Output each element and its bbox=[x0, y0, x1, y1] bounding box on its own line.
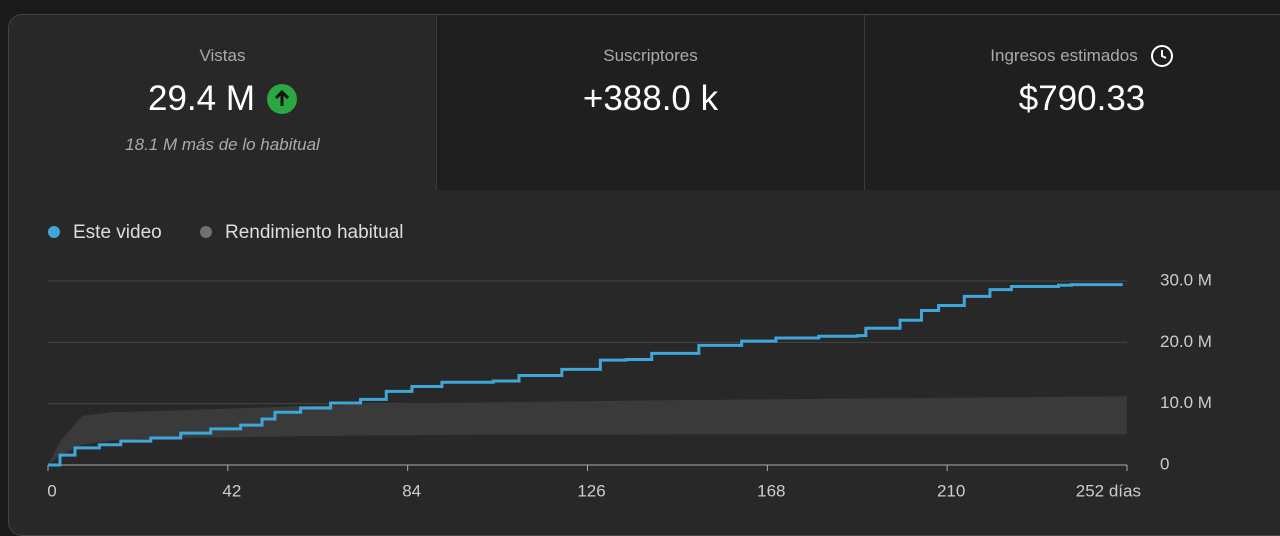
x-tick-label: 126 bbox=[577, 481, 605, 500]
metric-value: +388.0 k bbox=[582, 79, 719, 118]
legend-dot bbox=[200, 226, 212, 238]
x-tick-label: 168 bbox=[757, 481, 785, 500]
x-tick-label: 0 bbox=[47, 481, 56, 500]
metric-label: Vistas bbox=[199, 46, 246, 65]
chart: Este video Rendimiento habitual 0 10.0 M 20.… bbox=[47, 222, 1212, 500]
y-tick-label: 0 bbox=[1160, 454, 1169, 473]
x-tick-label: 84 bbox=[402, 481, 421, 500]
page: Vistas 29.4 M 18.1 M más de lo habitual … bbox=[8, 14, 1280, 536]
typical-band bbox=[48, 396, 1127, 465]
legend-dot bbox=[48, 226, 60, 238]
metric-value: 29.4 M bbox=[148, 79, 255, 118]
x-tick-label: 252 días bbox=[1076, 481, 1141, 500]
clock-icon[interactable] bbox=[1150, 44, 1174, 68]
y-tick-label: 10.0 M bbox=[1160, 393, 1212, 412]
metric-card[interactable]: Vistas 29.4 M 18.1 M más de lo habitual bbox=[9, 15, 436, 190]
metric-card[interactable]: Suscriptores +388.0 k bbox=[436, 15, 864, 190]
video-line bbox=[48, 283, 1123, 467]
y-tick-label: 30.0 M bbox=[1160, 270, 1212, 289]
x-tick-label: 210 bbox=[937, 481, 965, 500]
metric-card[interactable]: Ingresos estimados $790.33 bbox=[864, 15, 1280, 190]
metric-value: $790.33 bbox=[1018, 79, 1146, 118]
legend-label: Rendimiento habitual bbox=[225, 222, 404, 243]
y-tick-label: 20.0 M bbox=[1160, 332, 1212, 351]
legend-label: Este video bbox=[73, 222, 162, 243]
x-tick-label: 42 bbox=[222, 481, 241, 500]
analytics-panel: Vistas 29.4 M 18.1 M más de lo habitual … bbox=[8, 14, 1280, 536]
up-icon bbox=[267, 84, 297, 114]
metric-note: 18.1 M más de lo habitual bbox=[125, 135, 320, 154]
metric-label: Suscriptores bbox=[603, 46, 698, 65]
metric-label: Ingresos estimados bbox=[990, 46, 1138, 65]
